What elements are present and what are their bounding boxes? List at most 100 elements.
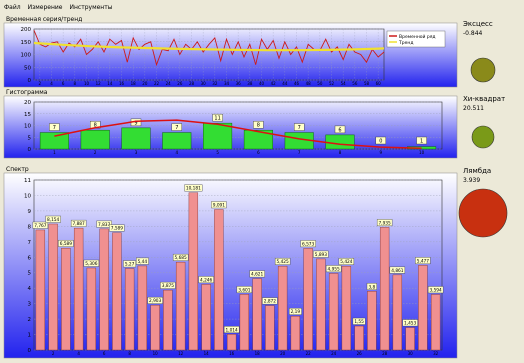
spec-x-tick-label-10: 22 bbox=[306, 351, 312, 356]
spec-bar-19 bbox=[277, 265, 288, 351]
spec-label-box-9 bbox=[147, 296, 163, 304]
spec-data-label-22: 5,893 bbox=[315, 252, 328, 258]
spec-label-box-29 bbox=[402, 319, 418, 327]
stat-indicator-1 bbox=[471, 125, 495, 149]
hist-x-tick-label-7: 8 bbox=[339, 150, 342, 155]
hist-data-label-9: 1 bbox=[420, 139, 423, 145]
spec-bar-23 bbox=[328, 273, 339, 351]
spec-label-box-3 bbox=[70, 219, 87, 227]
y-tick-label-1-0: 0 bbox=[28, 147, 32, 153]
spec-bar-26 bbox=[367, 291, 377, 351]
spec-x-tick-label-7: 16 bbox=[229, 351, 235, 356]
y-tick-label-2-0: 0 bbox=[28, 348, 32, 354]
spec-label-box-2 bbox=[58, 239, 74, 247]
x-tick-label-0-0: 2 bbox=[39, 81, 42, 86]
spec-bar-25 bbox=[354, 325, 364, 351]
chi-square-value: 20.511 bbox=[463, 105, 484, 112]
spec-label-box-22 bbox=[313, 250, 329, 258]
menu-file[interactable]: Файл bbox=[4, 3, 21, 11]
hist-label-box-9 bbox=[416, 136, 427, 145]
spec-x-tick-label-8: 18 bbox=[255, 351, 261, 356]
spec-data-label-5: 7,837 bbox=[98, 222, 111, 228]
spec-label-box-26 bbox=[366, 283, 377, 290]
spec-data-label-13: 4,246 bbox=[200, 277, 213, 283]
spec-bar-31 bbox=[430, 294, 441, 351]
x-tick-label-0-7: 16 bbox=[119, 81, 125, 86]
spec-x-tick-label-4: 10 bbox=[153, 351, 159, 356]
menu-tools[interactable]: Инструменты bbox=[69, 3, 113, 11]
x-tick-label-0-23: 48 bbox=[306, 81, 312, 86]
x-tick-label-0-2: 6 bbox=[62, 81, 65, 86]
spec-bar-17 bbox=[252, 278, 262, 351]
x-tick-label-0-24: 50 bbox=[317, 81, 323, 86]
x-tick-label-0-27: 56 bbox=[352, 81, 358, 86]
spec-bar-14 bbox=[214, 209, 224, 351]
hist-x-tick-label-0: 1 bbox=[53, 150, 56, 155]
hist-bar-0 bbox=[39, 132, 69, 150]
spec-x-tick-label-14: 30 bbox=[408, 351, 414, 356]
spec-bar-9 bbox=[150, 304, 160, 351]
fit-curve bbox=[54, 119, 422, 150]
x-tick-label-0-14: 30 bbox=[201, 81, 207, 86]
x-tick-label-0-11: 24 bbox=[166, 81, 172, 86]
spec-data-label-19: 5,425 bbox=[276, 259, 289, 265]
spec-x-tick-label-6: 14 bbox=[204, 351, 210, 356]
spec-label-box-20 bbox=[288, 307, 302, 315]
stat-indicator-2 bbox=[458, 188, 508, 238]
spec-bar-2 bbox=[61, 247, 71, 351]
spec-data-label-23: 4,955 bbox=[327, 266, 340, 272]
hist-x-tick-label-5: 6 bbox=[257, 150, 260, 155]
spec-x-tick-label-15: 32 bbox=[433, 351, 439, 356]
y-tick-label-2-2: 2 bbox=[28, 317, 32, 323]
spec-label-box-21 bbox=[300, 240, 316, 248]
x-tick-label-0-1: 4 bbox=[50, 81, 53, 86]
spec-label-box-5 bbox=[96, 220, 112, 228]
x-tick-label-0-22: 46 bbox=[294, 81, 300, 86]
hist-x-tick-label-1: 2 bbox=[94, 150, 97, 155]
hist-label-box-4 bbox=[212, 113, 223, 122]
x-tick-label-0-10: 22 bbox=[154, 81, 160, 86]
panel-frame-0 bbox=[3, 22, 458, 88]
spec-bar-24 bbox=[341, 265, 352, 351]
hist-label-box-6 bbox=[294, 123, 305, 131]
spec-bar-16 bbox=[239, 294, 250, 351]
hist-x-tick-label-9: 10 bbox=[419, 150, 425, 155]
spec-label-box-14 bbox=[211, 201, 227, 209]
spec-bar-22 bbox=[316, 258, 326, 351]
y-tick-label-2-4: 4 bbox=[28, 286, 32, 292]
x-tick-label-0-15: 32 bbox=[212, 81, 218, 86]
y-tick-label-1-4: 20 bbox=[24, 100, 31, 106]
y-tick-label-2-3: 3 bbox=[28, 302, 32, 308]
series-line-1 bbox=[33, 41, 385, 52]
x-tick-label-0-25: 52 bbox=[329, 81, 335, 86]
x-tick-label-0-28: 58 bbox=[364, 81, 370, 86]
spec-label-box-24 bbox=[338, 257, 355, 265]
spec-bar-18 bbox=[265, 305, 275, 351]
spec-data-label-30: 5,477 bbox=[417, 258, 430, 264]
y-tick-label-1-2: 10 bbox=[24, 124, 31, 130]
spec-label-box-28 bbox=[389, 266, 406, 274]
spec-bar-3 bbox=[73, 227, 84, 351]
spec-label-box-19 bbox=[274, 257, 291, 265]
y-tick-label-2-1: 1 bbox=[28, 333, 32, 339]
spec-x-tick-label-0: 2 bbox=[52, 351, 55, 356]
y-tick-label-1-3: 15 bbox=[24, 112, 31, 118]
hist-label-box-3 bbox=[171, 123, 183, 131]
spec-bar-8 bbox=[137, 265, 148, 351]
hist-data-label-4: 11 bbox=[214, 116, 220, 122]
spec-bar-7 bbox=[124, 268, 135, 351]
series-line-0 bbox=[33, 30, 385, 67]
spec-data-label-28: 4,861 bbox=[391, 268, 404, 274]
spec-label-box-1 bbox=[45, 215, 61, 223]
spec-data-label-15: 1,014 bbox=[225, 327, 238, 333]
legend-label-0: Временной ряд bbox=[399, 33, 436, 40]
spec-label-box-25 bbox=[352, 317, 366, 325]
spec-bar-29 bbox=[405, 327, 415, 351]
menu-measure[interactable]: Измерение bbox=[27, 3, 63, 11]
spec-x-tick-label-9: 20 bbox=[280, 351, 286, 356]
spec-bar-0 bbox=[35, 229, 46, 351]
spec-data-label-20: 2,19 bbox=[291, 309, 301, 315]
x-tick-label-0-6: 14 bbox=[107, 81, 113, 86]
hist-label-box-8 bbox=[375, 136, 386, 145]
spec-data-label-27: 7,935 bbox=[378, 220, 391, 226]
